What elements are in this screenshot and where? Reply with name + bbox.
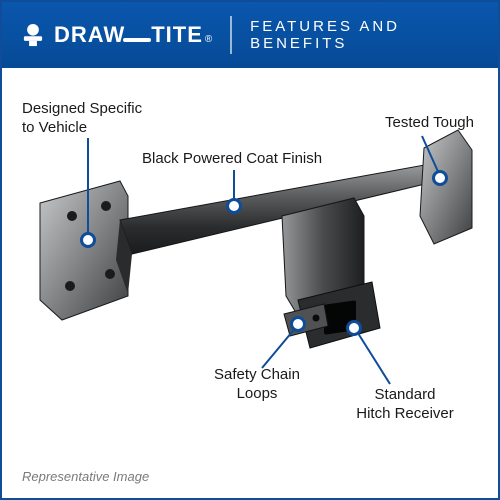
callout-loops: Safety ChainLoops bbox=[202, 366, 312, 404]
diagram-area: Designed Specificto Vehicle Black Powere… bbox=[2, 68, 498, 498]
marker-tested bbox=[432, 170, 448, 186]
marker-receiver bbox=[346, 320, 362, 336]
callout-tested: Tested Tough bbox=[334, 114, 474, 133]
callout-designed: Designed Specificto Vehicle bbox=[22, 100, 172, 138]
footnote-text: Representative Image bbox=[22, 469, 149, 484]
header-bar: DRAW TITE ® FEATURES AND BENEFITS bbox=[2, 2, 498, 68]
brand-text-2: TITE bbox=[151, 22, 203, 48]
marker-finish bbox=[226, 198, 242, 214]
registered-icon: ® bbox=[205, 34, 212, 45]
hitch-ball-icon bbox=[20, 22, 46, 48]
callout-finish: Black Powered Coat Finish bbox=[142, 150, 362, 169]
marker-designed bbox=[80, 232, 96, 248]
callout-receiver: StandardHitch Receiver bbox=[340, 386, 470, 424]
brand-dash-icon bbox=[123, 38, 151, 42]
brand-logo: DRAW TITE ® bbox=[20, 22, 212, 48]
brand-text-1: DRAW bbox=[54, 22, 125, 48]
infographic-frame: DRAW TITE ® FEATURES AND BENEFITS bbox=[0, 0, 500, 500]
header-divider bbox=[230, 16, 232, 54]
marker-loops bbox=[290, 316, 306, 332]
header-title: FEATURES AND BENEFITS bbox=[250, 18, 480, 52]
